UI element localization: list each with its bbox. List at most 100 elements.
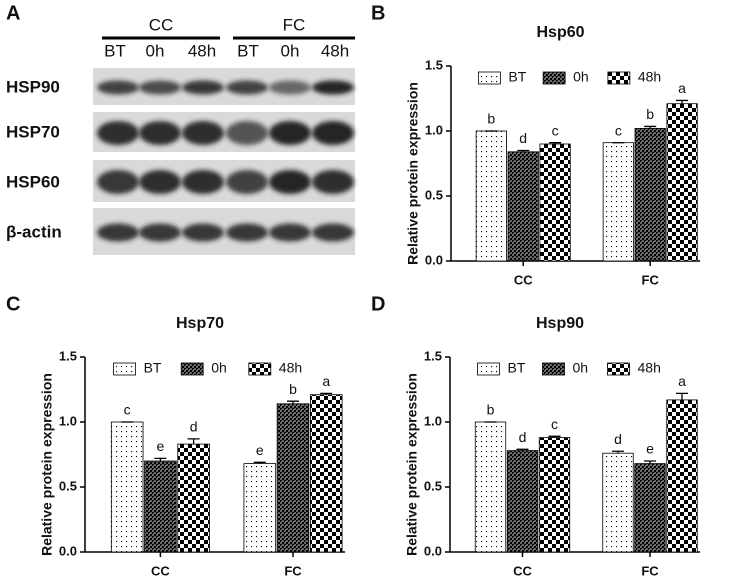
blot-band	[312, 170, 354, 194]
error-bar	[154, 457, 167, 461]
blot-band	[97, 170, 139, 194]
bar	[506, 450, 539, 553]
error-bar	[287, 400, 299, 404]
bar	[666, 399, 698, 553]
error-bar	[516, 448, 529, 451]
legend-swatch	[113, 362, 136, 376]
bar	[507, 151, 539, 262]
error-bar	[676, 392, 688, 400]
legend-label: BT	[144, 360, 162, 376]
significance-letter: e	[256, 442, 264, 458]
chart-title: Hsp70	[176, 315, 224, 332]
significance-letter: a	[678, 80, 686, 96]
significance-letter: c	[124, 402, 131, 418]
blot-band	[269, 223, 311, 242]
row-label: HSP60	[6, 172, 60, 191]
x-tick-label: CC	[514, 272, 533, 287]
blot-band	[182, 170, 224, 194]
error-bar	[644, 125, 657, 129]
blot-band	[97, 223, 139, 242]
panel-label: C	[6, 293, 20, 315]
bar	[539, 143, 571, 262]
error-bar	[548, 435, 561, 438]
significance-letter: e	[157, 438, 165, 454]
significance-letter: a	[678, 373, 686, 389]
blot-band	[97, 80, 139, 95]
bar	[475, 130, 507, 262]
y-tick-label: 0.5	[424, 478, 442, 493]
legend-swatch	[248, 362, 272, 376]
x-tick-label: CC	[151, 563, 170, 577]
bar	[538, 437, 571, 553]
x-tick-label: FC	[284, 563, 302, 577]
y-tick-label: 1.0	[424, 413, 442, 428]
blot-band	[97, 121, 139, 145]
bar	[110, 421, 144, 553]
error-bar	[612, 450, 624, 454]
legend-label: 0h	[573, 360, 589, 376]
row-label: HSP90	[6, 77, 60, 96]
blot-image	[93, 68, 355, 255]
blot-band	[139, 223, 181, 242]
y-tick-label: 0.0	[59, 543, 77, 558]
chart-title: Hsp60	[536, 24, 584, 41]
legend-swatch	[542, 71, 566, 85]
x-tick-label: FC	[642, 272, 660, 287]
legend-label: 48h	[638, 360, 661, 376]
blot-band	[182, 121, 224, 145]
significance-letter: b	[487, 402, 495, 418]
y-tick-label: 0.5	[59, 478, 77, 493]
y-axis-label: Relative protein expression	[405, 82, 421, 265]
blot-band	[226, 170, 268, 194]
legend-swatch	[477, 71, 501, 85]
bar	[309, 394, 343, 553]
blot-band	[312, 80, 354, 95]
x-tick-label: CC	[513, 563, 532, 577]
significance-letter: d	[519, 130, 527, 146]
bar	[666, 103, 698, 262]
error-bar	[676, 99, 689, 104]
significance-letter: e	[646, 441, 654, 457]
legend-swatch	[180, 362, 204, 376]
legend-swatch	[477, 362, 500, 376]
lane-label: BT	[237, 41, 259, 60]
blot-band	[269, 121, 311, 145]
significance-letter: a	[322, 373, 330, 389]
legend-label: BT	[508, 360, 526, 376]
y-tick-label: 1.5	[59, 348, 77, 363]
blot-band	[312, 121, 354, 145]
significance-letter: d	[614, 431, 622, 447]
significance-letter: b	[487, 111, 495, 127]
x-tick-label: FC	[641, 563, 659, 577]
legend-label: 48h	[638, 69, 661, 85]
significance-letter: c	[615, 122, 622, 138]
error-bar	[549, 142, 562, 144]
bar	[602, 452, 634, 553]
legend-swatch	[542, 362, 565, 376]
panel-label: B	[371, 2, 385, 24]
legend-swatch	[607, 71, 631, 85]
error-bar	[320, 392, 333, 395]
y-tick-label: 1.5	[424, 348, 442, 363]
lane-label: 48h	[321, 41, 349, 60]
row-label: HSP70	[6, 122, 60, 141]
y-axis-label: Relative protein expression	[39, 373, 55, 556]
significance-letter: c	[551, 416, 558, 432]
legend-swatch	[607, 362, 630, 376]
blot-band	[312, 223, 354, 242]
error-bar	[253, 461, 266, 464]
legend-label: 48h	[279, 360, 302, 376]
bar	[474, 421, 507, 553]
lane-label: 0h	[146, 41, 165, 60]
blot-band	[226, 223, 268, 242]
error-bar	[187, 438, 200, 445]
bar	[634, 463, 666, 553]
bar	[144, 460, 177, 553]
blot-band	[226, 121, 268, 145]
significance-letter: b	[289, 381, 297, 397]
y-tick-label: 0.0	[424, 543, 442, 558]
panel-label: A	[6, 2, 20, 24]
chart-title: Hsp90	[536, 315, 584, 332]
lane-label: 0h	[281, 41, 300, 60]
